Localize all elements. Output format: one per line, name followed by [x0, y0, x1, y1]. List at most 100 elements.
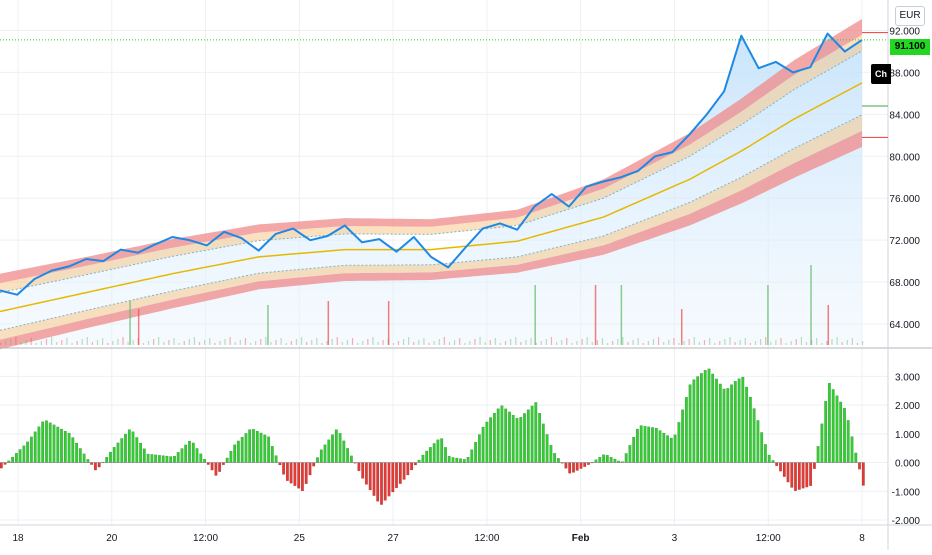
- oscillator-bar: [489, 417, 493, 463]
- oscillator-bar: [583, 462, 587, 467]
- oscillator-bar: [711, 373, 715, 463]
- volume-bar: [267, 305, 269, 345]
- oscillator-bar: [124, 433, 127, 463]
- volume-bar-small: [367, 339, 369, 345]
- oscillator-bar: [244, 433, 248, 463]
- oscillator-bar: [319, 449, 323, 463]
- volume-bar-small: [688, 339, 690, 345]
- volume-bar-small: [591, 342, 593, 345]
- volume-bar-small: [147, 341, 150, 345]
- oscillator-bar: [470, 449, 474, 463]
- oscillator-bar: [462, 459, 466, 463]
- oscillator-bar: [760, 432, 764, 463]
- oscillator-bar: [376, 462, 380, 502]
- volume-bar-small: [494, 338, 496, 345]
- volume-bar-small: [300, 337, 303, 345]
- volume-bar-small: [198, 342, 201, 345]
- price-axis-label: 72.000: [889, 236, 920, 247]
- lower-inner-line: [0, 114, 863, 331]
- oscillator-bar: [97, 462, 101, 468]
- oscillator-bar: [741, 376, 745, 463]
- volume-bar-small: [520, 342, 522, 345]
- volume-bar-small: [280, 338, 282, 345]
- oscillator-bar: [515, 418, 519, 463]
- osc-axis-label: -2.000: [892, 516, 921, 527]
- oscillator-bar: [29, 436, 33, 463]
- volume-bar-small: [459, 338, 461, 345]
- oscillator-bar: [594, 459, 598, 463]
- oscillator-bar: [410, 462, 414, 471]
- oscillator-bar: [417, 459, 421, 463]
- volume-bar: [137, 309, 140, 345]
- oscillator-bar: [26, 441, 30, 463]
- osc-axis-label: 2.000: [895, 401, 920, 412]
- volume-bar-small: [765, 337, 767, 345]
- volume-bars: [0, 265, 864, 345]
- oscillator-bar: [500, 405, 504, 463]
- volume-bar-small: [657, 337, 660, 345]
- oscillator-bar: [681, 409, 685, 463]
- oscillator-bar: [372, 462, 376, 496]
- oscillator-bar: [850, 436, 854, 463]
- oscillator-bar: [127, 429, 131, 463]
- volume-bar-small: [464, 343, 466, 345]
- oscillator-bar: [797, 462, 801, 490]
- volume-bar-small: [652, 339, 655, 345]
- oscillator-bar: [440, 438, 444, 463]
- oscillator-bar: [413, 462, 417, 466]
- oscillator-bars: [0, 368, 865, 505]
- volume-bar-small: [209, 338, 211, 345]
- oscillator-bar: [338, 433, 342, 463]
- volume-bar-small: [402, 339, 405, 345]
- volume-bar-small: [821, 343, 823, 345]
- oscillator-bar: [176, 452, 180, 463]
- volume-bar-small: [719, 341, 721, 345]
- oscillator-bar: [635, 428, 639, 463]
- volume-bar-small: [581, 339, 583, 345]
- oscillator-bar: [240, 436, 244, 463]
- envelope-bands: [0, 19, 863, 350]
- series-tag[interactable]: Ch: [871, 64, 891, 84]
- volume-bar-small: [571, 343, 573, 345]
- oscillator-bar: [361, 462, 365, 479]
- oscillator-bar: [481, 426, 485, 463]
- oscillator-bar: [278, 462, 282, 466]
- volume-bar: [827, 305, 830, 345]
- oscillator-bar: [357, 462, 361, 472]
- oscillator-bar: [368, 462, 372, 491]
- volume-bar-small: [515, 337, 517, 345]
- volume-bar-small: [392, 343, 394, 345]
- oscillator-bar: [572, 462, 575, 473]
- oscillator-bar: [715, 378, 718, 463]
- oscillator-bar: [52, 424, 56, 463]
- oscillator-bar: [259, 432, 263, 463]
- oscillator-bar: [56, 426, 60, 463]
- volume-bar-small: [535, 343, 537, 345]
- volume-bar-small: [601, 338, 604, 345]
- oscillator-bar: [263, 434, 267, 463]
- currency-badge[interactable]: EUR: [895, 6, 925, 26]
- volume-bar-small: [173, 338, 175, 345]
- volume-bar-small: [35, 343, 37, 345]
- oscillator-bar: [696, 376, 700, 463]
- osc-axis-label: -1.000: [892, 487, 921, 498]
- oscillator-bar: [11, 456, 15, 463]
- oscillator-bar: [304, 462, 308, 484]
- volume-bar-small: [122, 337, 124, 345]
- oscillator-bar: [767, 454, 771, 463]
- osc-axis-label: 1.000: [895, 430, 920, 441]
- oscillator-bar: [575, 462, 579, 471]
- volume-bar-small: [438, 339, 440, 345]
- oscillator-bar: [662, 432, 666, 463]
- oscillator-bar: [406, 462, 410, 476]
- volume-bar-small: [734, 342, 736, 345]
- oscillator-bar: [297, 462, 301, 489]
- volume-bar-small: [45, 339, 48, 345]
- oscillator-bar: [812, 462, 816, 469]
- volume-bar-small: [780, 338, 782, 345]
- oscillator-bar: [805, 462, 809, 488]
- oscillator-bar: [718, 383, 722, 463]
- oscillator-bar: [790, 462, 794, 488]
- volume-bar-small: [632, 340, 634, 345]
